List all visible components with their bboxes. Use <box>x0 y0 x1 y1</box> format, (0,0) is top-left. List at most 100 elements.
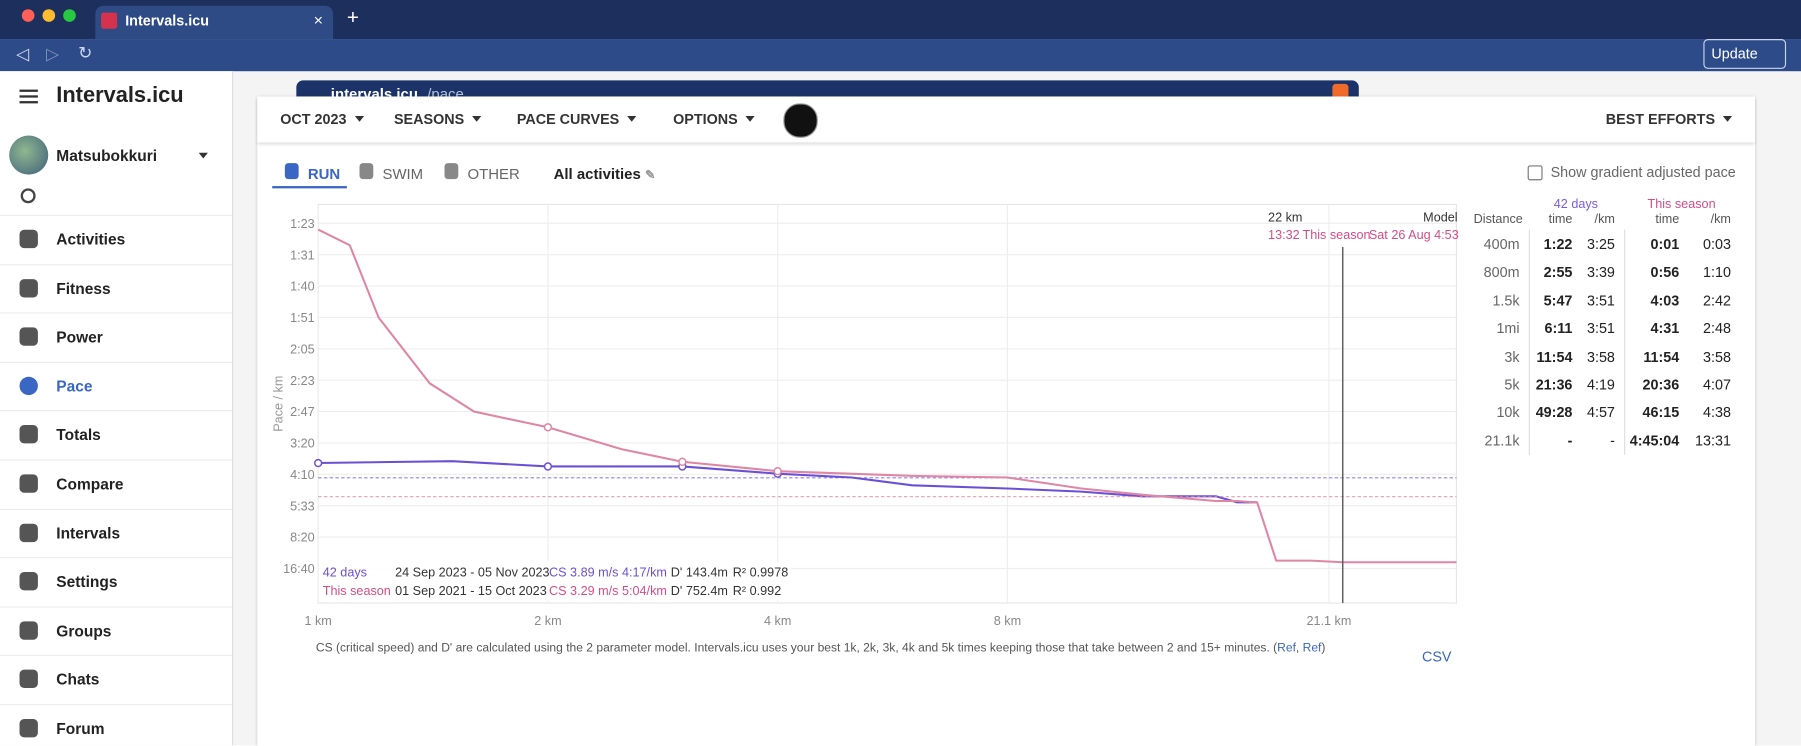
nav-label: Power <box>56 328 103 346</box>
nav-icon <box>19 474 38 493</box>
tab-title: Intervals.icu <box>125 12 209 29</box>
sport-tab-icon <box>444 163 459 180</box>
x-tick-label: 1 km <box>304 614 331 628</box>
menu-label: BEST EFFORTS <box>1605 111 1716 128</box>
table-cell: 5:47 <box>1543 292 1573 309</box>
user-name[interactable]: Matsubokkuri <box>56 147 158 165</box>
search-icon[interactable] <box>20 188 36 204</box>
sport-tab[interactable]: SWIM <box>382 165 424 183</box>
table-cell: 2:42 <box>1702 292 1731 309</box>
y-tick-label: 3:20 <box>290 437 315 451</box>
avatar[interactable] <box>9 135 49 175</box>
table-cell: 49:28 <box>1535 404 1573 421</box>
x-tick-label: 2 km <box>534 614 561 628</box>
model-note: CS (critical speed) and D' are calculate… <box>316 641 1326 655</box>
table-cell: 20:36 <box>1642 376 1680 393</box>
ref-link[interactable]: Ref <box>1302 640 1322 655</box>
table-cell: 0:01 <box>1650 236 1680 253</box>
table-cell: 10k <box>1496 404 1520 421</box>
sport-tab[interactable]: RUN <box>307 165 341 183</box>
forward[interactable]: ▷ <box>45 44 60 65</box>
back[interactable]: ◁ <box>16 44 30 65</box>
table-cell: - <box>1610 432 1615 449</box>
table-cell: 4:57 <box>1586 404 1615 421</box>
csv-link[interactable]: CSV <box>1421 648 1452 666</box>
nav-icon <box>19 523 38 542</box>
nav-icon <box>19 621 38 640</box>
nav-item[interactable]: Intervals <box>0 508 233 557</box>
nav-item[interactable]: Activities <box>0 214 233 264</box>
menu-label: PACE CURVES <box>516 111 620 128</box>
table-cell: - <box>1567 432 1573 449</box>
filter-label: All activities <box>553 165 641 183</box>
note-close: ) <box>1321 640 1326 655</box>
update-button[interactable]: Update <box>1703 39 1787 69</box>
menu-seasons[interactable]: SEASONS <box>393 111 482 128</box>
table-cell: 2:48 <box>1702 320 1731 337</box>
close-window[interactable] <box>21 9 35 22</box>
menu-month[interactable]: OCT 2023 <box>280 111 364 127</box>
table-cell: 2:55 <box>1543 264 1573 281</box>
menu-icon[interactable] <box>19 89 38 92</box>
new-tab[interactable]: + <box>346 5 359 29</box>
y-tick-label: 1:31 <box>290 248 315 262</box>
fit-point <box>313 458 323 468</box>
nav-item[interactable]: Fitness <box>0 263 233 313</box>
nav-label: Pace <box>56 377 93 395</box>
fit-point <box>543 423 553 432</box>
tooltip-distance: 22 km <box>1268 211 1302 225</box>
nav-icon <box>19 327 38 346</box>
y-tick-label: 2:05 <box>290 342 315 356</box>
table-cell: 3:58 <box>1702 348 1731 365</box>
menu-label: SEASONS <box>393 111 465 128</box>
table-cell: 11:54 <box>1643 348 1680 365</box>
x-tick-label: 21.1 km <box>1306 614 1351 628</box>
update-label: Update <box>1711 45 1758 63</box>
table-header: Distance <box>1473 212 1523 227</box>
y-tick-label: 2:47 <box>290 405 315 419</box>
y-tick-label: 1:40 <box>290 280 315 294</box>
y-tick-label: 5:33 <box>290 499 315 513</box>
legend-r2: R² 0.992 <box>733 584 781 598</box>
table-cell: 4:38 <box>1702 404 1731 421</box>
menu-best-efforts[interactable]: BEST EFFORTS <box>1606 111 1733 127</box>
nav-item[interactable]: Compare <box>0 459 233 508</box>
nav-item[interactable]: Totals <box>0 410 233 459</box>
table-cell: 3k <box>1504 348 1520 365</box>
nav-item[interactable]: Pace <box>0 361 233 411</box>
nav-item[interactable]: Groups <box>0 606 233 655</box>
nav-item[interactable]: Settings <box>0 557 233 606</box>
close-tab[interactable]: × <box>313 10 323 29</box>
table-cell: 1mi <box>1496 320 1520 337</box>
reload[interactable]: ↻ <box>78 43 93 64</box>
fit-point <box>678 457 687 466</box>
table-cell: 3:39 <box>1586 264 1615 281</box>
nav-icon <box>19 670 38 689</box>
ref-link[interactable]: Ref <box>1277 640 1296 655</box>
table-cell: 11:54 <box>1536 348 1573 365</box>
sport-tab[interactable]: OTHER <box>467 165 520 183</box>
menu-options[interactable]: OPTIONS <box>673 111 755 127</box>
athlete-logo[interactable] <box>783 103 818 138</box>
minimize-window[interactable] <box>42 9 56 22</box>
pace-curve <box>317 228 1457 564</box>
maximize-window[interactable] <box>63 9 76 22</box>
nav-item[interactable]: Forum <box>0 704 233 745</box>
nav-item[interactable]: Power <box>0 312 233 362</box>
gradient-checkbox[interactable] <box>1527 165 1543 181</box>
nav-icon <box>19 376 38 395</box>
browser-tab[interactable]: Intervals.icu × <box>95 5 334 40</box>
menu-pace-curves[interactable]: PACE CURVES <box>517 111 637 127</box>
app-name: Intervals.icu <box>56 83 184 108</box>
gradient-label[interactable]: Show gradient adjusted pace <box>1550 164 1736 181</box>
group-header: 42 days <box>1553 197 1599 212</box>
table-cell: 3:25 <box>1586 236 1615 253</box>
activity-filter[interactable]: All activities ✎ <box>553 165 656 183</box>
table-cell: 4:45:04 <box>1629 432 1680 449</box>
user-caret[interactable] <box>198 152 208 159</box>
nav-item[interactable]: Chats <box>0 655 233 704</box>
table-cell: 3:51 <box>1586 320 1615 337</box>
favicon <box>101 12 118 29</box>
table-cell: 4:03 <box>1650 292 1680 309</box>
table-cell: 5k <box>1504 376 1520 393</box>
